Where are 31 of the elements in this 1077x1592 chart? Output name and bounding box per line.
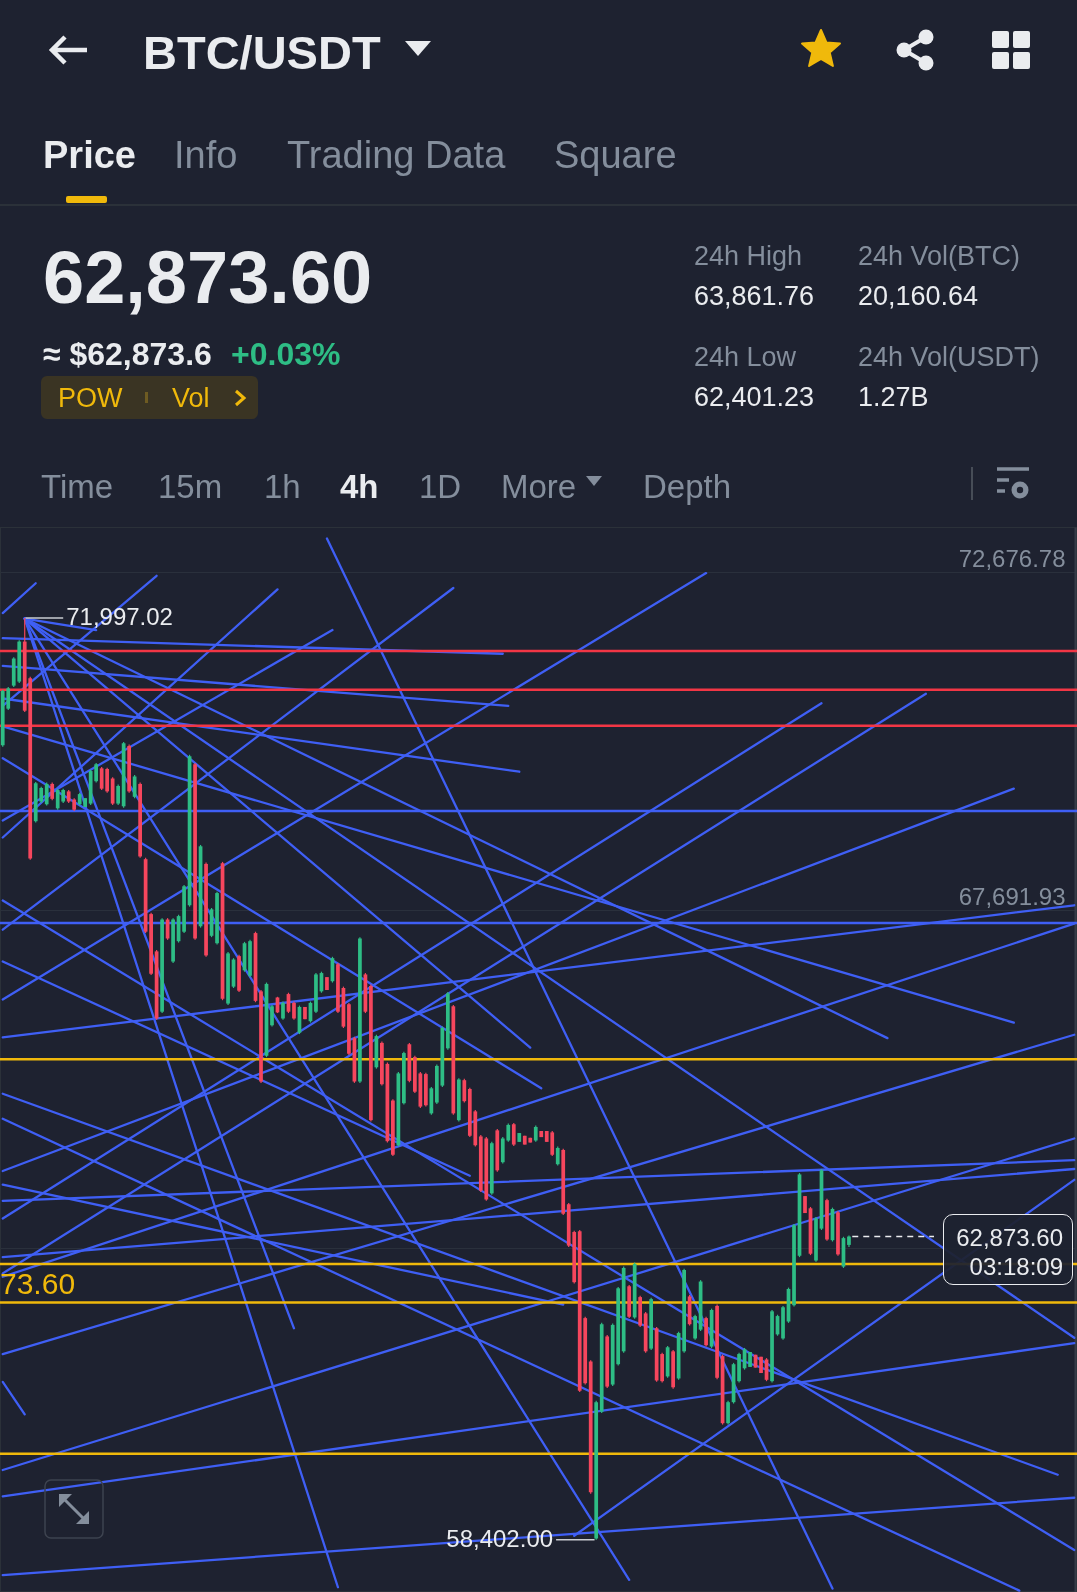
text: 20,160.64 — [858, 280, 979, 311]
annotation: 03:18:09 — [969, 1252, 1063, 1280]
text: 24h Vol(BTC) — [858, 240, 1021, 271]
text: Time — [41, 467, 114, 505]
text: 24h High — [694, 240, 803, 271]
text: 4h — [340, 467, 379, 505]
text: 15m — [158, 467, 223, 505]
text: 24h Low — [694, 341, 797, 372]
text: More — [501, 467, 577, 505]
text: Trading Data — [287, 134, 506, 176]
text: 1.27B — [858, 381, 929, 412]
annotation: 73.60 — [0, 1267, 76, 1300]
price-tag: 62,873.60 03:18:09 — [943, 1213, 1073, 1285]
text: 62,401.23 — [694, 381, 815, 412]
y-tick-label: 67,691.93 — [958, 883, 1066, 911]
text: Depth — [643, 467, 732, 505]
text: ≈ $62,873.6 — [43, 336, 212, 372]
text: 1D — [419, 467, 462, 505]
chart-title: BTC/USDT — [143, 25, 381, 79]
text: Square — [554, 134, 677, 176]
text: Price — [43, 134, 136, 176]
text: 24h Vol(USDT) — [858, 341, 1040, 372]
text: Vol — [172, 382, 210, 413]
text: 1h — [264, 467, 301, 505]
text: POW — [58, 382, 123, 413]
annotation: 62,873.60 — [956, 1223, 1063, 1251]
text: 62,873.60 — [43, 236, 373, 319]
text: 63,861.76 — [694, 280, 815, 311]
text: Info — [174, 134, 238, 176]
y-tick-label: 72,676.78 — [958, 545, 1066, 573]
text: +0.03% — [231, 336, 341, 372]
